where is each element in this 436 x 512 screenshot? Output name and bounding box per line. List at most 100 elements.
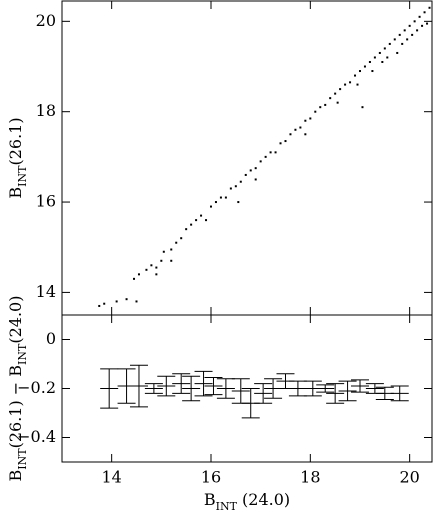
point (125, 298, 128, 301)
x-tick-label: 16 (201, 468, 221, 487)
point (103, 302, 106, 305)
y-tick-label: 14 (36, 282, 56, 301)
point (396, 51, 399, 54)
point (314, 110, 317, 113)
point (344, 83, 347, 86)
point (354, 74, 357, 77)
point (428, 6, 431, 9)
point (98, 304, 101, 307)
point (264, 155, 267, 158)
y-axis-label-part: B (6, 187, 25, 199)
y-axis-label-sub: INT (16, 343, 29, 365)
y-tick-label: 20 (36, 11, 56, 30)
point (361, 106, 364, 109)
point (135, 300, 138, 303)
point (170, 248, 173, 251)
y-axis-label: BINT(26.1) (6, 117, 29, 198)
point (373, 56, 376, 59)
point (190, 223, 193, 226)
point (170, 259, 173, 262)
point (239, 180, 242, 183)
point (155, 273, 158, 276)
point (254, 178, 257, 181)
x-axis-label: BINT (24.0) (204, 490, 290, 512)
point (294, 128, 297, 131)
point (200, 214, 203, 217)
y-axis-label-part: (26.1) (6, 117, 25, 165)
point (249, 169, 252, 172)
x-axis-label-part: B (204, 490, 216, 509)
point (115, 300, 118, 303)
point (304, 133, 307, 136)
point (309, 117, 312, 120)
point (416, 29, 419, 32)
point (289, 133, 292, 136)
point (423, 11, 426, 14)
y-tick-label: 18 (36, 101, 56, 120)
point (180, 237, 183, 240)
point (234, 185, 237, 188)
point (358, 70, 361, 73)
y-tick-label: 0 (46, 329, 56, 348)
point (224, 196, 227, 199)
point (160, 259, 163, 262)
point (349, 81, 352, 84)
point (393, 38, 396, 41)
y-tick-label: 16 (36, 192, 56, 211)
point (381, 60, 384, 63)
point (388, 42, 391, 45)
point (133, 277, 136, 280)
point (339, 88, 342, 91)
point (329, 97, 332, 100)
top-frame (61, 0, 433, 316)
point (209, 205, 212, 208)
point (244, 173, 247, 176)
point (408, 24, 411, 27)
x-axis-label-sub: INT (216, 500, 238, 512)
point (284, 140, 287, 143)
y-tick-label: −0.4 (17, 427, 56, 446)
point (214, 201, 217, 204)
point (334, 92, 337, 95)
point (150, 264, 153, 267)
point (418, 15, 421, 18)
point (401, 42, 404, 45)
point (368, 60, 371, 63)
point (145, 268, 148, 271)
point (175, 241, 178, 244)
y-axis-label-part: (26.1) − B (6, 365, 25, 448)
point (356, 83, 359, 86)
point (398, 33, 401, 36)
point (162, 250, 165, 253)
point (304, 119, 307, 122)
point (195, 219, 198, 222)
point (383, 47, 386, 50)
point (137, 273, 140, 276)
point (426, 22, 429, 25)
x-axis-label-part: (24.0) (237, 490, 290, 509)
point (403, 29, 406, 32)
point (324, 103, 327, 106)
point (336, 101, 339, 104)
x-tick-label: 14 (101, 468, 121, 487)
y-axis-label-part: (24.0) (6, 296, 25, 344)
point (259, 160, 262, 163)
point (421, 24, 424, 27)
point (237, 201, 240, 204)
point (185, 228, 188, 231)
point (411, 33, 414, 36)
x-tick-label: 18 (300, 468, 320, 487)
point (155, 266, 158, 269)
y-axis-label-sub: INT (16, 448, 29, 470)
x-tick-label: 20 (399, 468, 419, 487)
y-tick-label: −0.2 (17, 378, 56, 397)
point (386, 56, 389, 59)
point (205, 219, 208, 222)
y-axis-label-part: B (6, 470, 25, 482)
y-axis-label-sub: INT (16, 165, 29, 187)
point (378, 51, 381, 54)
point (219, 196, 222, 199)
point (406, 38, 409, 41)
y-axis-label: BINT(26.1) − BINT(24.0) (6, 296, 29, 482)
